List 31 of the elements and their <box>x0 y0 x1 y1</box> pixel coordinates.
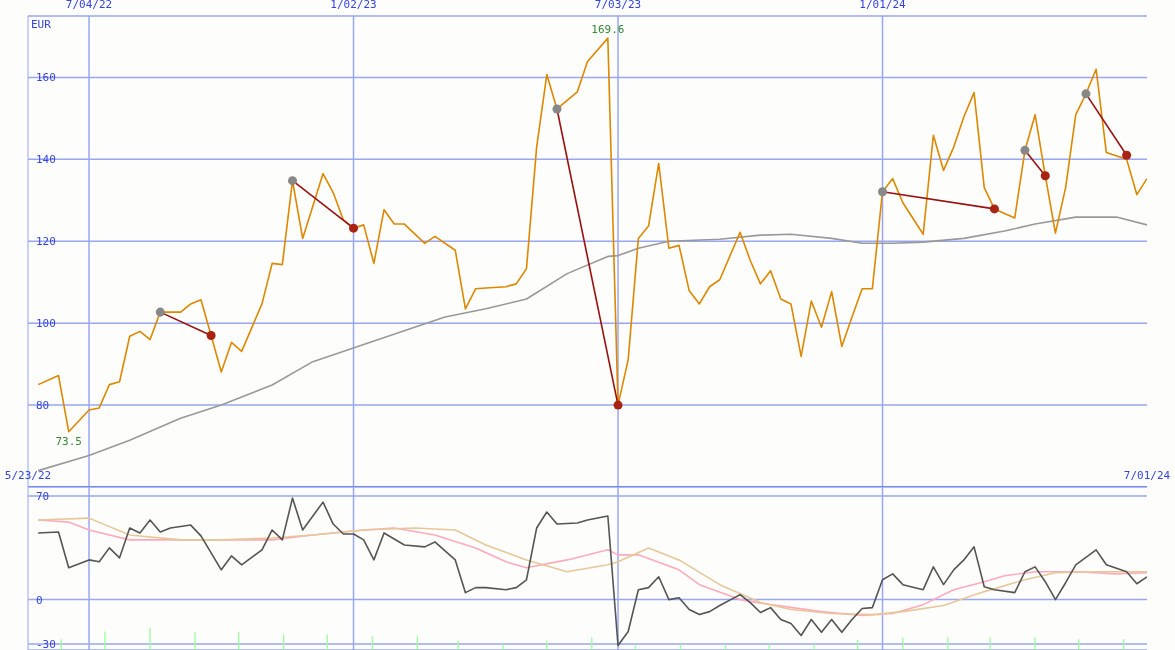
y-tick-label: 0 <box>36 593 43 607</box>
y-tick-label: 140 <box>36 153 56 167</box>
y-tick-label: -30 <box>36 637 56 650</box>
point <box>1020 145 1030 155</box>
y-tick-label: 100 <box>36 317 56 331</box>
point <box>1040 171 1050 181</box>
x-tick-label: 5/23/22 <box>4 469 52 482</box>
y-tick-label: 70 <box>36 489 50 503</box>
line-series <box>37 37 1147 433</box>
point <box>349 223 359 233</box>
x2-tick-label: 1/02/23 <box>330 0 377 11</box>
line-series <box>37 216 1147 472</box>
y-tick-label: 80 <box>36 398 50 412</box>
point <box>613 400 623 410</box>
annotation: 73.5 <box>55 434 82 448</box>
point <box>155 307 165 317</box>
annotation: 169.6 <box>591 23 625 37</box>
x2-tick-label: 7/03/23 <box>594 0 642 11</box>
y-tick-label: 120 <box>36 235 56 249</box>
x2-tick-label: 7/04/22 <box>65 0 113 11</box>
point <box>878 187 888 197</box>
point <box>1081 89 1091 99</box>
point <box>989 204 999 214</box>
point <box>287 176 297 186</box>
y-axis-title: EUR <box>31 18 51 31</box>
y-tick-label: 160 <box>36 71 56 85</box>
x2-tick-label: 1/01/24 <box>859 0 907 11</box>
point <box>1122 150 1132 160</box>
point <box>552 104 562 114</box>
point <box>206 330 216 340</box>
x-tick-label: 7/01/24 <box>1123 469 1171 482</box>
